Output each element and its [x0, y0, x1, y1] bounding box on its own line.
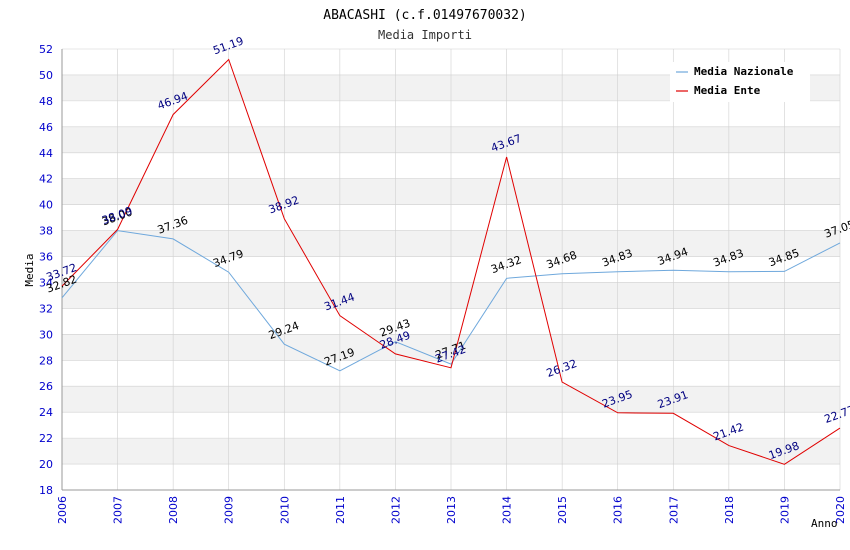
y-tick-label: 18 [39, 484, 53, 497]
y-tick-label: 32 [39, 302, 53, 315]
y-tick-label: 48 [39, 95, 53, 108]
x-tick-label: 2016 [612, 496, 625, 524]
series-line-media-ente [61, 58, 841, 465]
series-line-media-nazionale [61, 230, 841, 372]
data-label: 37.05 [823, 218, 850, 241]
x-tick-label: 2012 [389, 496, 402, 524]
y-tick-label: 20 [39, 458, 53, 471]
x-tick-label: 2019 [778, 496, 791, 524]
legend-box [670, 62, 810, 102]
y-tick-label: 38 [39, 225, 53, 238]
y-tick-label: 42 [39, 173, 53, 186]
x-tick-label: 2006 [56, 496, 69, 524]
axes [61, 49, 840, 491]
y-tick-label: 36 [39, 251, 53, 264]
y-tick-label: 50 [39, 69, 53, 82]
y-tick-label: 30 [39, 328, 53, 341]
y-tick-labels: 18 20 22 24 26 28 30 32 34 36 38 40 42 44 46 48 50 52 [39, 43, 53, 497]
legend: Media Nazionale Media Ente [670, 62, 810, 102]
y-axis-label: Media [23, 253, 36, 286]
y-tick-label: 46 [39, 121, 53, 134]
x-tick-label: 2008 [167, 496, 180, 524]
y-tick-label: 22 [39, 432, 53, 445]
data-label: 51.19 [211, 34, 245, 57]
legend-label-media-ente: Media Ente [694, 84, 761, 97]
x-tick-label: 2013 [445, 496, 458, 524]
x-tick-labels: 2006 2007 2008 2009 2010 2011 2012 2013 2014 2015… [56, 496, 847, 524]
x-tick-label: 2017 [667, 496, 680, 524]
y-tick-label: 34 [39, 276, 53, 289]
chart-title: ABACASHI (c.f.01497670032) [323, 8, 527, 23]
y-tick-label: 24 [39, 406, 53, 419]
x-tick-label: 2007 [112, 496, 125, 524]
x-tick-label: 2014 [501, 496, 514, 524]
x-tick-label: 2009 [223, 496, 236, 524]
x-tick-label: 2015 [556, 496, 569, 524]
y-tick-label: 44 [39, 147, 53, 160]
legend-label-media-nazionale: Media Nazionale [694, 65, 794, 78]
x-tick-label: 2010 [278, 496, 291, 524]
grid-lines [61, 48, 841, 491]
y-tick-label: 52 [39, 43, 53, 56]
x-tick-label: 2018 [723, 496, 736, 524]
x-tick-label: 2020 [834, 496, 847, 524]
x-tick-label: 2011 [334, 496, 347, 524]
y-tick-label: 26 [39, 380, 53, 393]
series-lines [61, 58, 841, 465]
x-axis-label: Anno [811, 517, 838, 530]
y-tick-label: 28 [39, 354, 53, 367]
y-tick-label: 40 [39, 199, 53, 212]
chart-subtitle: Media Importi [378, 28, 472, 42]
